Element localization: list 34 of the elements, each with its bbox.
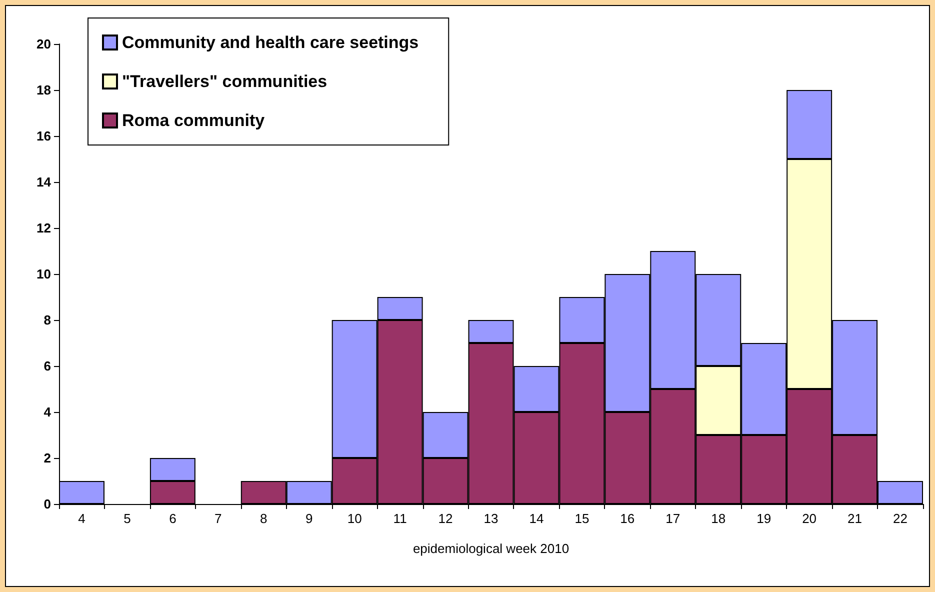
x-tick-label: 11 [393,511,407,526]
y-tick-label: 20 [36,36,51,52]
x-tick-label: 9 [305,511,313,526]
y-tick-label: 6 [44,358,51,374]
y-tick-label: 10 [36,266,51,282]
x-tick-label: 18 [711,511,726,526]
x-tick-label: 15 [574,511,590,526]
x-tick-label: 8 [260,511,268,526]
x-tick-label: 19 [756,511,772,526]
y-tick-label: 14 [36,174,52,190]
x-tick-label: 20 [802,511,817,526]
y-tick-label: 2 [44,450,51,466]
x-tick-label: 13 [484,511,498,526]
x-tick-label: 6 [169,511,176,526]
x-tick-label: 14 [529,511,544,526]
x-tick-label: 22 [893,511,908,526]
y-tick-label: 18 [36,82,51,98]
legend-label: "Travellers" communities [122,72,328,91]
x-tick-label: 16 [620,511,635,526]
legend-label: Roma community [122,111,266,130]
x-tick-label: 4 [78,511,86,526]
x-tick-label: 17 [666,511,680,526]
y-tick-label: 8 [44,312,51,328]
y-tick-label: 4 [44,404,52,420]
legend-label: Community and health care seetings [122,33,419,52]
y-tick-label: 0 [44,496,51,512]
x-tick-label: 5 [124,511,131,526]
x-axis-title: epidemiological week 2010 [412,541,570,556]
y-tick-label: 16 [36,128,51,144]
x-tick-label: 7 [214,511,222,526]
x-tick-label: 10 [347,511,362,526]
x-tick-label: 12 [438,511,453,526]
x-tick-label: 21 [848,511,862,526]
y-tick-label: 12 [36,220,51,236]
